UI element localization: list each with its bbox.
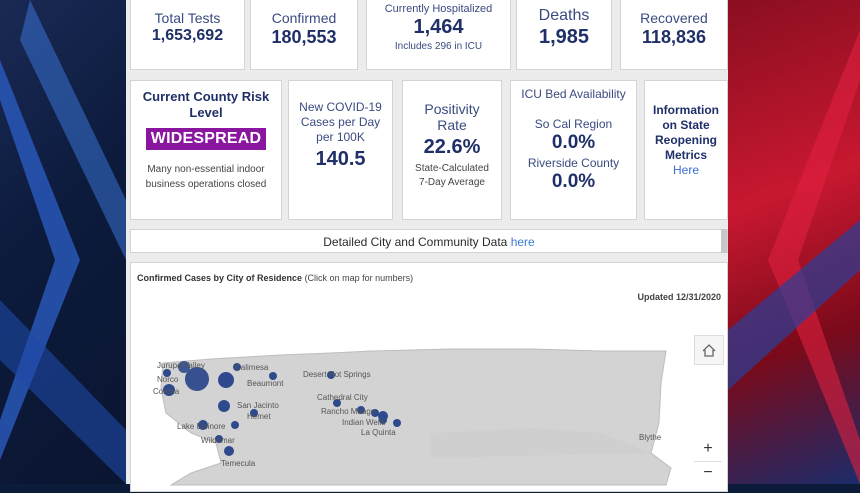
map-zoom-out-button[interactable]: −: [694, 461, 722, 486]
home-icon: [702, 344, 716, 357]
city-label-indian-wells: Indian Wells: [342, 418, 385, 427]
positivity-value: 22.6%: [423, 136, 481, 158]
map-updated: Updated 12/31/2020: [637, 292, 721, 302]
right-chevron-graphic: [728, 30, 860, 484]
right-backdrop: [728, 0, 860, 484]
map-zoom-in-button[interactable]: +: [694, 437, 722, 461]
city-label-cathedral-city: Cathedral City: [317, 393, 368, 402]
city-label-hemet: Hemet: [247, 412, 271, 421]
map-home-button[interactable]: [694, 335, 724, 365]
city-label-temecula: Temecula: [221, 459, 256, 468]
positivity-note: State-Calculated 7-Day Average: [415, 163, 489, 188]
bubble-lake-elsinore: [198, 420, 208, 430]
left-chevron-graphic: [0, 0, 126, 484]
bubble-menifee: [231, 421, 239, 429]
map-title-row: Confirmed Cases by City of Residence (Cl…: [137, 273, 413, 283]
risk-title: Current County Risk Level: [142, 89, 270, 120]
city-label-lake-elsinore: Lake Elsinore: [177, 422, 226, 431]
bubble-indio: [393, 419, 401, 427]
city-label-blythe: Blythe: [639, 433, 662, 442]
new-cases-card: New COVID-19 Cases per Day per 100K 140.…: [288, 80, 393, 220]
bubble-temecula: [224, 446, 234, 456]
icu-county-label: Riverside County: [527, 156, 620, 170]
reopening-info-card[interactable]: Information on State Reopening Metrics H…: [644, 80, 728, 220]
bubble-corona: [163, 384, 175, 396]
map-subtitle: (Click on map for numbers): [304, 273, 414, 283]
bubble-perris: [218, 400, 230, 412]
bubble-rancho-mirage: [357, 406, 365, 414]
hospitalized-value: 1,464: [413, 16, 464, 38]
city-label-wildomar: Wildomar: [201, 436, 235, 445]
bubble-norco: [163, 369, 171, 377]
recovered-value: 118,836: [641, 27, 707, 47]
deaths-label: Deaths: [538, 7, 590, 24]
recovered-label: Recovered: [640, 10, 708, 26]
reopening-info-label: Information on State Reopening Metrics: [653, 103, 719, 162]
dashboard: Total Tests 1,653,692 Confirmed 180,553 …: [126, 0, 728, 492]
city-label-rancho-mirage: Rancho Mirage: [321, 407, 376, 416]
city-label-san-jacinto: San Jacinto: [237, 401, 279, 410]
map-title: Confirmed Cases by City of Residence: [137, 273, 303, 283]
county-lower-band: [431, 428, 651, 458]
deaths-card: Deaths 1,985: [516, 0, 612, 70]
risk-description: Many non-essential indoor business opera…: [145, 164, 267, 190]
bubble-moreno-valley: [218, 372, 234, 388]
bubble-coachella: [378, 411, 388, 421]
confirmed-label: Confirmed: [271, 10, 337, 26]
city-label-calimesa: Calimesa: [235, 363, 269, 372]
detailed-data-link[interactable]: here: [510, 235, 535, 249]
city-label-beaumont: Beaumont: [247, 379, 284, 388]
city-label-corona: Corona: [153, 387, 180, 396]
total-tests-value: 1,653,692: [151, 27, 224, 44]
icu-county-value: 0.0%: [551, 171, 596, 192]
hospitalized-card: Currently Hospitalized 1,464 Includes 29…: [366, 0, 511, 70]
scrollbar[interactable]: [721, 229, 727, 253]
icu-region-value: 0.0%: [551, 132, 596, 153]
bubble-beaumont: [269, 372, 277, 380]
bubble-palm-desert: [371, 409, 379, 417]
confirmed-card: Confirmed 180,553: [250, 0, 358, 70]
bubble-wildomar: [215, 435, 223, 443]
total-tests-label: Total Tests: [154, 10, 221, 26]
icu-card: ICU Bed Availability So Cal Region 0.0% …: [510, 80, 637, 220]
deaths-value: 1,985: [538, 26, 590, 48]
bubble-hemet: [250, 409, 258, 417]
icu-region-label: So Cal Region: [534, 117, 613, 131]
positivity-label: Positivity Rate: [424, 101, 480, 133]
bubble-riverside: [185, 367, 209, 391]
risk-level-card: Current County Risk Level WIDESPREAD Man…: [130, 80, 282, 220]
map-card: Confirmed Cases by City of Residence (Cl…: [130, 262, 728, 492]
reopening-info-link[interactable]: Here: [672, 163, 699, 177]
icu-title: ICU Bed Availability: [521, 87, 626, 101]
detailed-data-bar: Detailed City and Community Data here: [130, 229, 728, 253]
city-label-jurupa-valley: Jurupa Valley: [157, 361, 205, 370]
recovered-card: Recovered 118,836: [620, 0, 728, 70]
bubble-calimesa: [233, 363, 241, 371]
county-map[interactable]: Jurupa Valley Norco Corona Calimesa Beau…: [131, 263, 729, 493]
city-label-la-quinta: La Quinta: [361, 428, 396, 437]
hospitalized-note: Includes 296 in ICU: [394, 41, 483, 52]
city-label-desert-hot-springs: Desert Hot Springs: [303, 370, 371, 379]
left-backdrop: [0, 0, 126, 484]
hospitalized-label: Currently Hospitalized: [384, 3, 493, 15]
positivity-card: Positivity Rate 22.6% State-Calculated 7…: [402, 80, 502, 220]
risk-level-badge: WIDESPREAD: [145, 128, 267, 150]
new-cases-label: New COVID-19 Cases per Day per 100K: [299, 100, 382, 144]
new-cases-value: 140.5: [315, 148, 366, 170]
bubble-jurupa-valley: [178, 361, 190, 373]
bubble-desert-hot-springs: [327, 371, 335, 379]
bubble-cathedral-city: [333, 399, 341, 407]
confirmed-value: 180,553: [271, 27, 337, 47]
city-label-norco: Norco: [157, 375, 179, 384]
total-tests-card: Total Tests 1,653,692: [130, 0, 245, 70]
detailed-data-text: Detailed City and Community Data: [323, 235, 508, 249]
